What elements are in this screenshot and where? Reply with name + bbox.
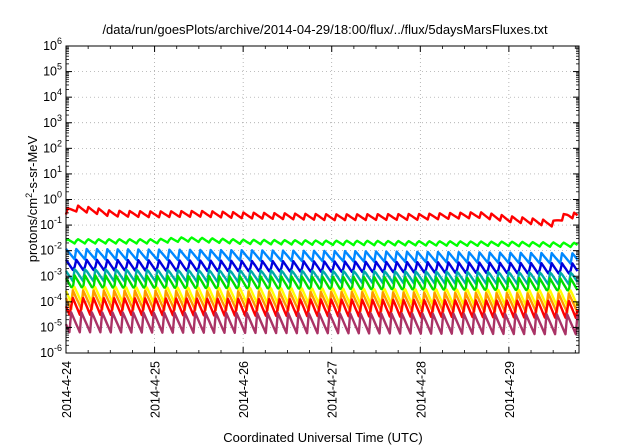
y-axis-label-main: protons/cm: [25, 198, 40, 262]
x-tick-label: 2014-4-29: [503, 361, 517, 418]
chart-title: /data/run/goesPlots/archive/2014-04-29/1…: [102, 22, 548, 37]
y-axis: 10-6 10-5 10-4 10-3 10-2 10-1 100 101 102 103 104 1…: [40, 36, 579, 360]
y-tick-label: 103: [43, 113, 62, 130]
series-line: [64, 296, 579, 319]
y-tick-label: 10-6: [40, 343, 62, 360]
x-tick-label: 2014-4-25: [149, 361, 163, 418]
series-layer: [64, 204, 579, 336]
y-axis-label: protons/cm2-s-sr-MeV: [24, 135, 40, 262]
x-tick-label: 2014-4-24: [60, 361, 74, 418]
y-tick-label: 105: [43, 62, 62, 79]
y-tick-label: 100: [43, 190, 62, 207]
y-tick-label: 104: [43, 87, 62, 104]
y-tick-label: 10-3: [40, 266, 62, 283]
y-tick-label: 10-2: [40, 241, 62, 258]
y-axis-label-tail: -s-sr-MeV: [25, 135, 40, 192]
x-axis: 2014-4-24 2014-4-25 2014-4-26 2014-4-27 2014…: [60, 46, 576, 418]
series-line: [64, 289, 579, 314]
y-axis-label-exponent: 2: [24, 193, 34, 198]
x-tick-label: 2014-4-27: [326, 361, 340, 418]
x-axis-label: Coordinated Universal Time (UTC): [223, 430, 422, 445]
series-line: [65, 236, 579, 249]
series-line: [64, 311, 579, 336]
y-tick-label: 10-5: [40, 317, 62, 334]
y-tick-label: 106: [43, 36, 62, 53]
y-tick-label: 101: [43, 164, 62, 181]
x-tick-label: 2014-4-28: [414, 361, 428, 418]
series-line: [65, 247, 579, 265]
series-line: [64, 274, 579, 292]
y-tick-label: 10-1: [40, 215, 62, 232]
y-tick-label: 102: [43, 138, 62, 155]
series-line: [64, 285, 579, 307]
series-line: [64, 204, 579, 228]
x-tick-label: 2014-4-26: [237, 361, 251, 418]
y-tick-label: 10-4: [40, 292, 62, 309]
